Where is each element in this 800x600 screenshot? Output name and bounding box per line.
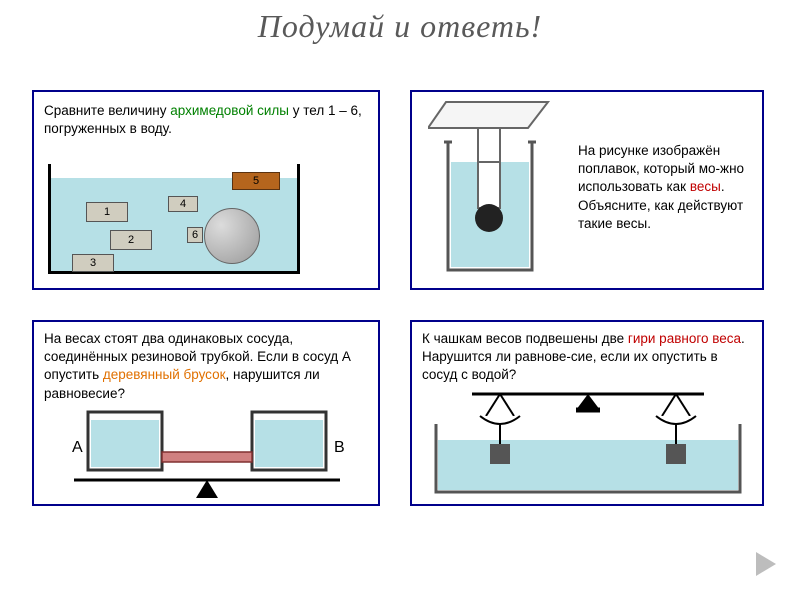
panel-archimedes-compare: Сравните величину архимедовой силы у тел… [32,90,380,290]
panel2-figure [428,92,568,282]
panel1-text: Сравните величину архимедовой силы у тел… [44,102,368,138]
p1-t-a: Сравните величину [44,103,170,118]
p2-t-b: весы [690,179,721,194]
panel4-figure [426,376,750,498]
p4-t-b: гири равного веса [628,331,741,346]
next-arrow-icon[interactable] [756,552,776,576]
p4-t-a: К чашкам весов подвешены две [422,331,628,346]
body-2: 2 [110,230,152,250]
panel3-figure: А В [44,402,370,502]
svg-text:В: В [334,439,345,456]
body-5: 5 [232,172,280,190]
p1-t-b: архимедовой силы [170,103,289,118]
panel1-figure: 1 2 3 4 5 6 [48,164,300,274]
body-3: 3 [72,254,114,272]
panel3-text: На весах стоят два одинаковых сосуда, со… [44,330,368,403]
svg-text:А: А [72,439,83,456]
panel-connected-vessels: На весах стоят два одинаковых сосуда, со… [32,320,380,506]
body-1: 1 [86,202,128,222]
p3-t-b: деревянный брусок [103,367,226,382]
body-6: 6 [204,208,260,264]
panel2-text: На рисунке изображён поплавок, который м… [578,142,756,233]
panel-balance-weights-water: К чашкам весов подвешены две гири равног… [410,320,764,506]
body-4: 4 [168,196,198,212]
page-title: Подумай и ответь! [0,0,800,45]
panel-float-scales: На рисунке изображён поплавок, который м… [410,90,764,290]
